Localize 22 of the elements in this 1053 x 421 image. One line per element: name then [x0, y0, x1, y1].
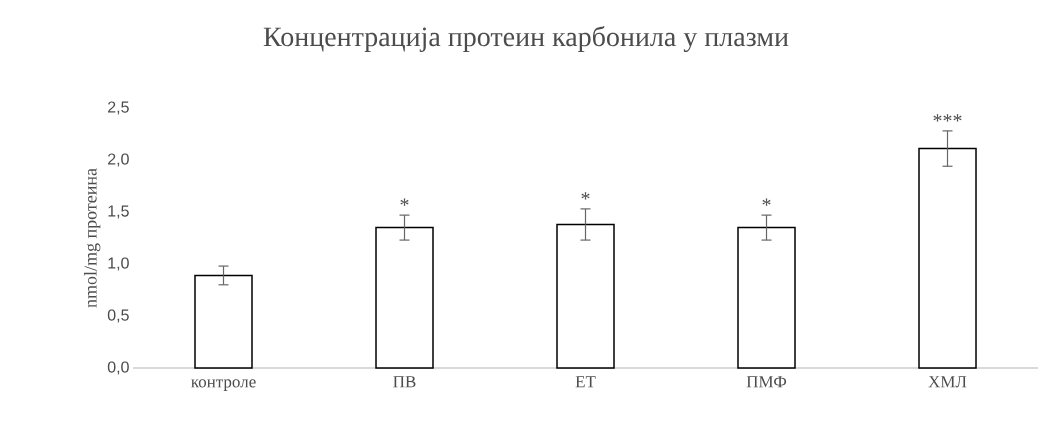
x-tick-label: ЕТ — [575, 376, 596, 388]
y-tick-label: 0,5 — [107, 309, 129, 323]
y-tick-label: 1,5 — [108, 205, 129, 219]
y-tick-label: 2,0 — [108, 153, 129, 167]
annotation: * — [581, 192, 590, 200]
bar — [918, 147, 977, 369]
bar — [194, 274, 253, 369]
x-tick-label: ПВ — [393, 376, 416, 388]
x-tick-label: ХМЛ — [928, 376, 967, 388]
x-tick-label: контроле — [191, 379, 256, 391]
y-tick-label: 1,0 — [108, 257, 129, 271]
bar — [556, 223, 615, 369]
y-tick-label: 0,0 — [107, 361, 129, 375]
y-axis-title: nmol/mg протеина — [83, 168, 101, 308]
bar — [375, 226, 434, 369]
annotation: * — [400, 198, 409, 206]
annotation: * — [762, 198, 771, 206]
bar — [737, 226, 796, 369]
x-tick-label: ПМФ — [746, 376, 787, 388]
y-tick-label: 2,5 — [108, 101, 129, 115]
annotation: *** — [933, 114, 962, 122]
chart-title: Концентрација протеин карбонила у плазми — [263, 25, 789, 53]
